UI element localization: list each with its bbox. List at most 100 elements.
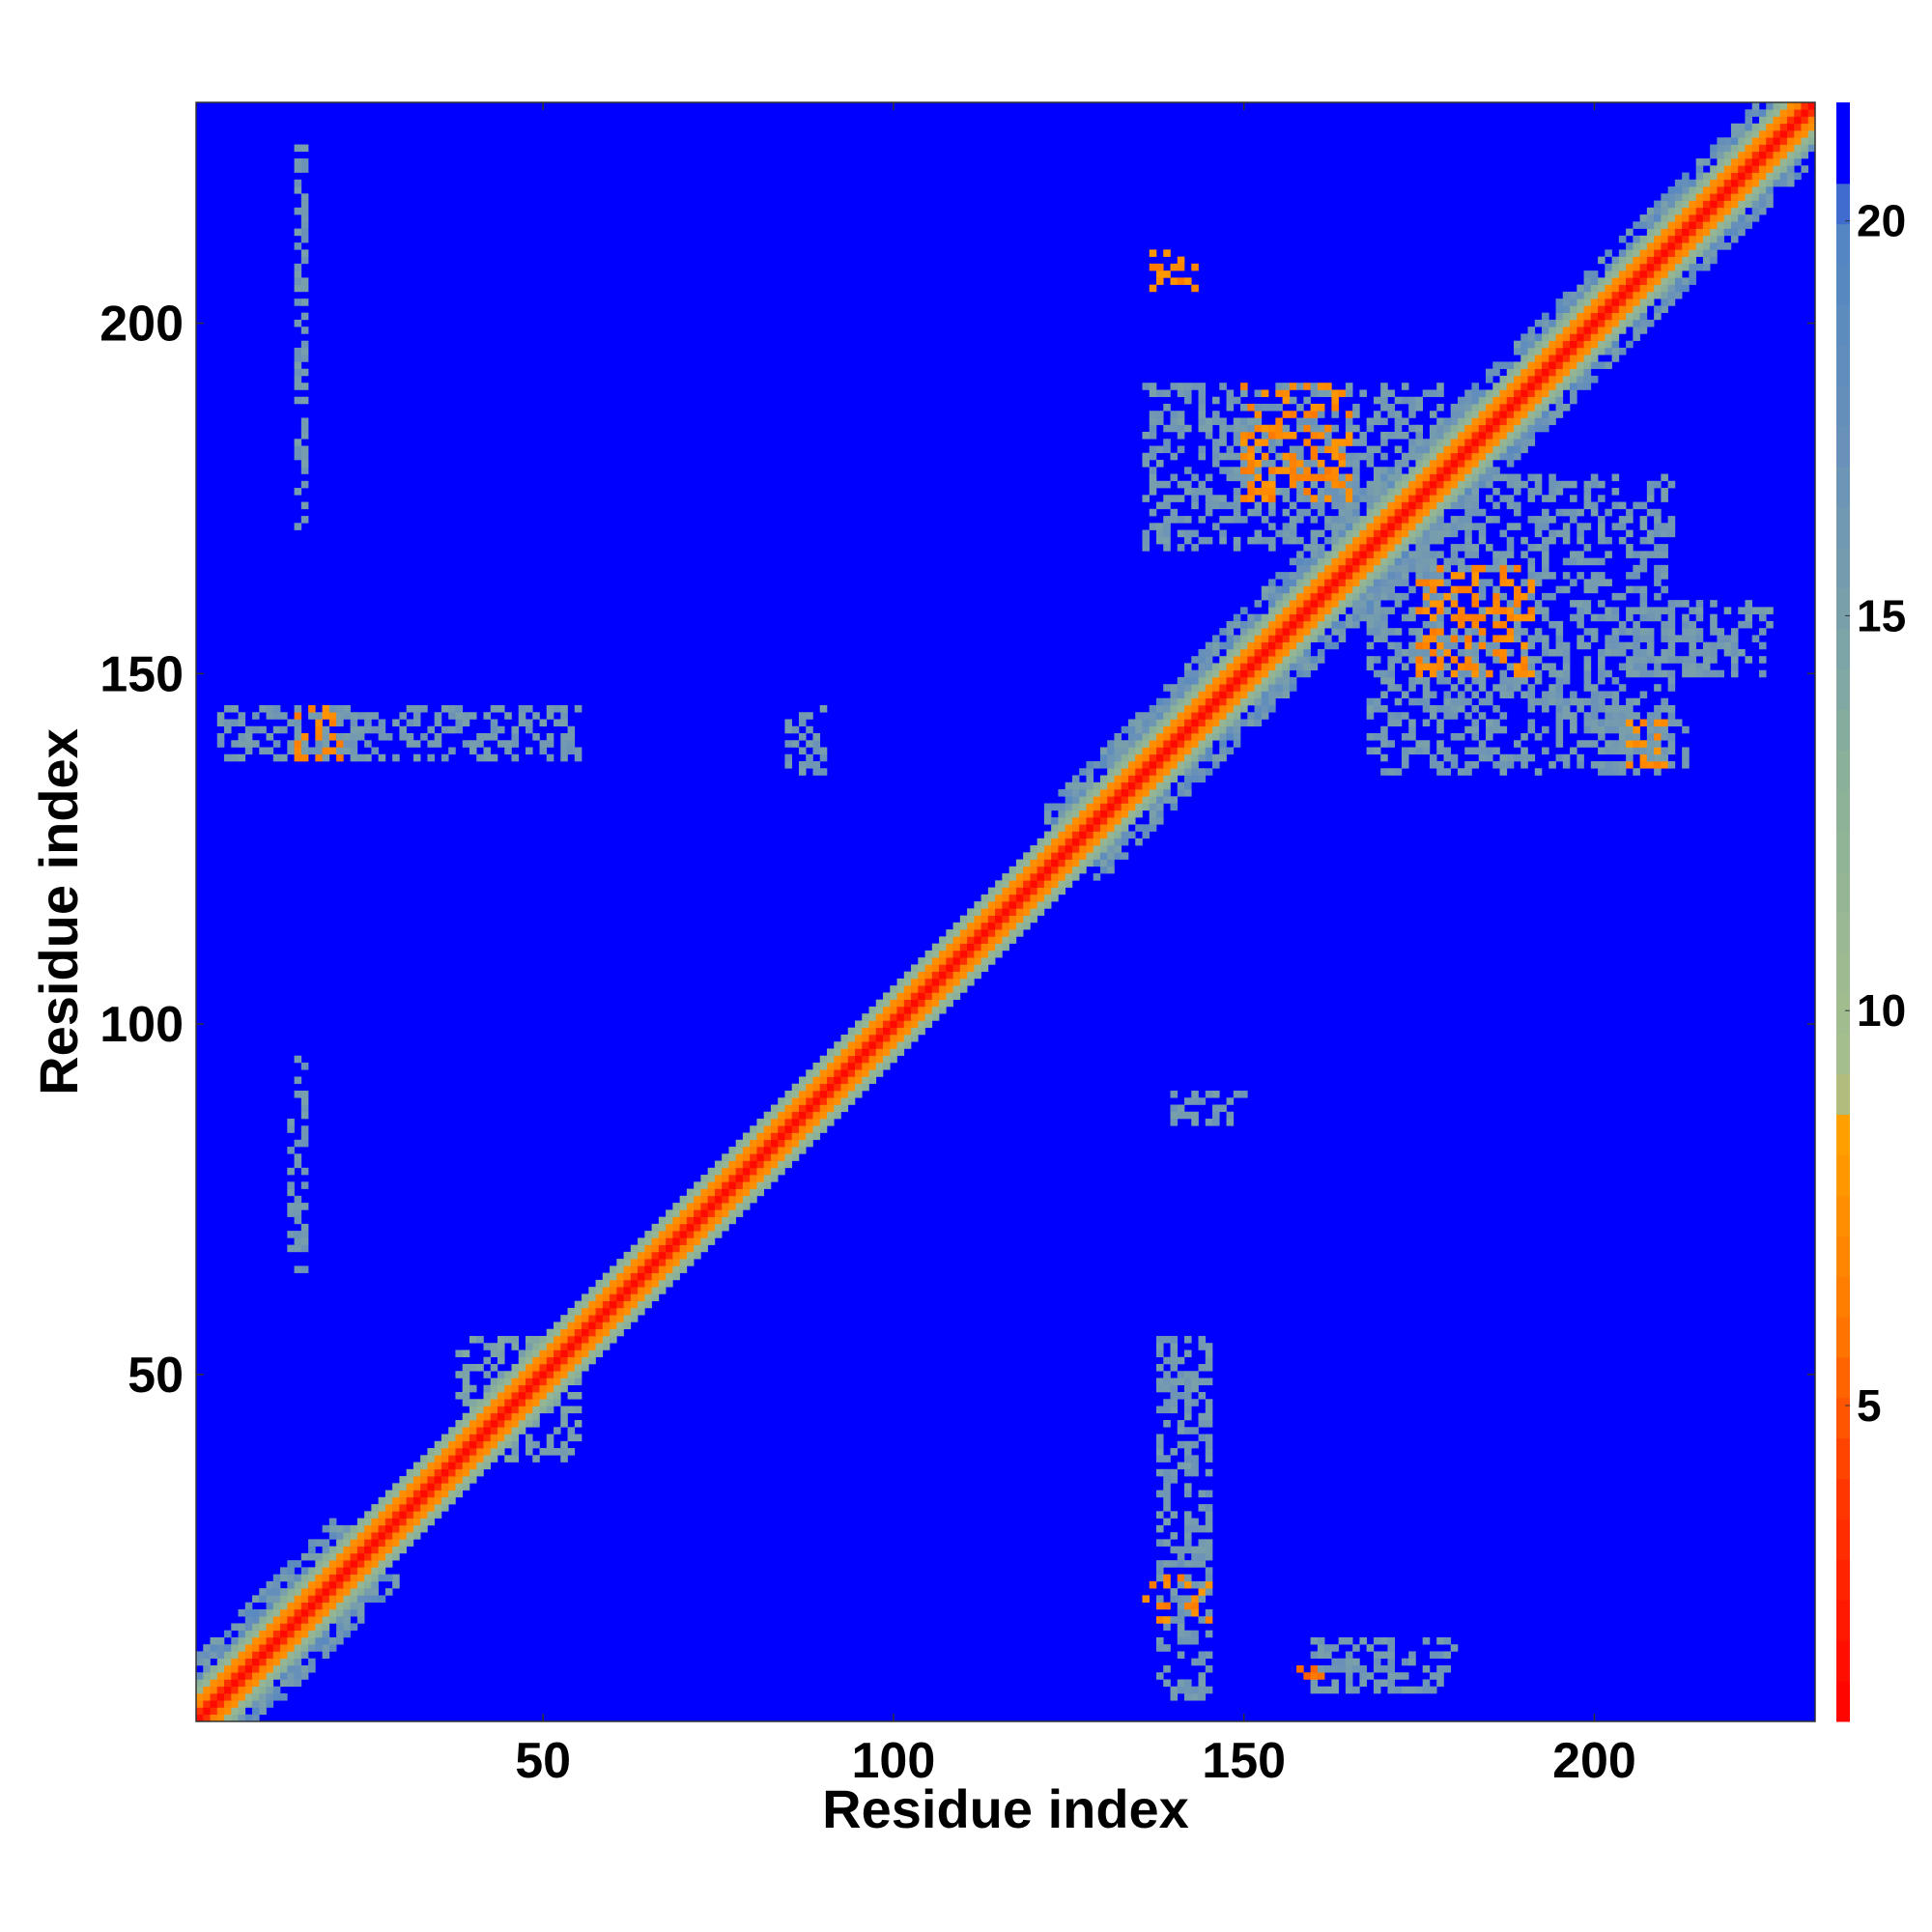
heatmap-cell <box>1387 1664 1395 1673</box>
heatmap-cell <box>1605 263 1612 271</box>
heatmap-cell <box>1324 467 1332 474</box>
heatmap-cell <box>266 1644 274 1652</box>
heatmap-cell <box>1429 508 1437 517</box>
heatmap-cell <box>567 1392 576 1400</box>
heatmap-cell <box>610 1307 617 1316</box>
heatmap-cell <box>1191 753 1199 762</box>
heatmap-cell <box>1471 403 1480 412</box>
heatmap-cell <box>259 1672 267 1680</box>
heatmap-cell <box>1240 452 1248 461</box>
heatmap-cell <box>272 712 281 720</box>
heatmap-cell <box>1471 544 1480 552</box>
heatmap-cell <box>1534 600 1543 608</box>
heatmap-cell <box>1071 810 1080 818</box>
heatmap-cell <box>1051 859 1059 867</box>
heatmap-cell <box>476 753 484 762</box>
heatmap-cell <box>1198 1363 1207 1372</box>
heatmap-cell <box>1577 536 1584 545</box>
heatmap-cell <box>1394 712 1403 720</box>
heatmap-cell <box>1605 691 1612 699</box>
heatmap-cell <box>623 1272 632 1281</box>
heatmap-cell <box>1163 1580 1171 1589</box>
heatmap-cell <box>1639 740 1648 748</box>
heatmap-cell <box>896 1013 905 1021</box>
heatmap-cell <box>1408 452 1416 461</box>
heatmap-cell <box>1184 768 1192 776</box>
heatmap-cell <box>1282 669 1291 678</box>
heatmap-cell <box>694 1209 701 1217</box>
heatmap-cell <box>1240 607 1248 614</box>
heatmap-cell <box>1542 697 1549 706</box>
heatmap-cell <box>532 1378 540 1386</box>
heatmap-cell <box>1051 894 1059 902</box>
heatmap-cell <box>1695 635 1704 642</box>
heatmap-cell <box>1387 1672 1395 1680</box>
heatmap-cell <box>1289 396 1297 405</box>
heatmap-cell <box>1296 516 1304 524</box>
heatmap-cell <box>322 1580 330 1589</box>
heatmap-cell <box>1191 1384 1199 1393</box>
heatmap-cell <box>266 1679 274 1688</box>
heatmap-cell <box>694 1244 701 1253</box>
heatmap-cell <box>560 1315 568 1322</box>
heatmap-cell <box>883 1034 891 1042</box>
heatmap-cell <box>1654 544 1662 552</box>
heatmap-cell <box>1310 572 1319 580</box>
heatmap-cell <box>1127 831 1136 839</box>
heatmap-cell <box>1422 529 1431 538</box>
heatmap-cell <box>1296 508 1304 517</box>
heatmap-cell <box>1436 389 1444 398</box>
heatmap-cell <box>847 1041 856 1049</box>
heatmap-cell <box>532 1343 540 1350</box>
heatmap-cell <box>1618 516 1627 524</box>
heatmap-cell <box>694 1216 701 1225</box>
heatmap-cell <box>1710 249 1718 257</box>
heatmap-cell <box>658 1216 667 1225</box>
heatmap-cell <box>1324 635 1332 642</box>
heatmap-cell <box>560 704 568 713</box>
heatmap-cell <box>440 753 449 762</box>
heatmap-cell <box>1205 719 1213 727</box>
heatmap-cell <box>890 992 897 1000</box>
heatmap-cell <box>686 1259 695 1266</box>
heatmap-cell <box>1611 298 1620 306</box>
heatmap-cell <box>980 957 989 965</box>
heatmap-cell <box>1058 852 1065 860</box>
heatmap-cell <box>1184 277 1192 285</box>
heatmap-cell <box>300 1602 309 1610</box>
heatmap-cell <box>1689 669 1696 678</box>
heatmap-cell <box>1170 516 1179 524</box>
heatmap-cell <box>1275 656 1283 664</box>
heatmap-cell <box>834 1069 841 1077</box>
heatmap-cell <box>1317 551 1325 558</box>
heatmap-cell <box>868 1055 877 1064</box>
heatmap-cell <box>554 1350 561 1358</box>
heatmap-cell <box>1373 732 1381 741</box>
heatmap-cell <box>1450 551 1459 558</box>
heatmap-cell <box>1464 488 1472 496</box>
heatmap-cell <box>1478 747 1487 755</box>
heatmap-cell <box>1177 263 1185 271</box>
heatmap-cell <box>322 740 330 748</box>
heatmap-cell <box>1633 284 1640 293</box>
heatmap-cell <box>1457 473 1465 482</box>
heatmap-cell <box>1282 691 1291 699</box>
heatmap-cell <box>1626 256 1634 265</box>
heatmap-cell <box>224 719 232 727</box>
heatmap-cell <box>778 1139 785 1148</box>
heatmap-cell <box>1324 523 1332 530</box>
heatmap-cell <box>1471 613 1487 622</box>
heatmap-cell <box>1401 508 1409 517</box>
heatmap-cell <box>1548 383 1556 390</box>
heatmap-cell <box>1471 704 1480 713</box>
heatmap-cell <box>1373 488 1381 496</box>
heatmap-cell <box>574 1371 582 1378</box>
heatmap-cell <box>300 277 309 285</box>
heatmap-cell <box>1282 635 1291 642</box>
heatmap-cell <box>1338 495 1347 502</box>
heatmap-cell <box>399 1504 407 1512</box>
heatmap-cell <box>1626 319 1634 327</box>
heatmap-cell <box>308 1580 316 1589</box>
heatmap-cell <box>974 908 981 916</box>
heatmap-cell <box>272 740 281 748</box>
